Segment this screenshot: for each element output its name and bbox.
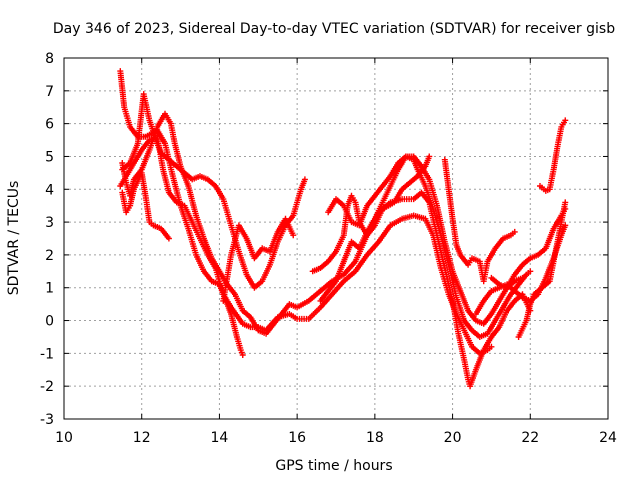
scatter-points	[472, 222, 569, 317]
series-track-2	[117, 133, 495, 357]
y-tick-label: 2	[45, 248, 54, 264]
chart-title: Day 346 of 2023, Sidereal Day-to-day VTE…	[53, 21, 615, 37]
scatter-points	[220, 215, 297, 304]
scatter-points	[117, 133, 495, 357]
series-track-14	[537, 117, 569, 194]
y-tick-label: 4	[45, 182, 54, 198]
x-tick-label: 14	[211, 430, 229, 446]
y-tick-label: 7	[45, 84, 54, 100]
y-tick-label: 5	[45, 149, 54, 165]
scatter-points	[515, 199, 569, 340]
x-axis-label: GPS time / hours	[275, 458, 392, 474]
series-track-9	[317, 153, 526, 327]
x-tick-label: 12	[133, 430, 151, 446]
scatter-points	[119, 169, 172, 242]
y-tick-label: 0	[45, 314, 54, 330]
y-tick-label: -3	[40, 412, 54, 428]
series-track-13	[472, 222, 569, 317]
series-track-4	[119, 169, 172, 242]
y-axis-label: SDTVAR / TECUs	[6, 181, 22, 296]
x-tick-label: 24	[599, 430, 617, 446]
x-tick-label: 20	[444, 430, 462, 446]
scatter-points	[117, 68, 246, 359]
y-tick-label: -2	[40, 379, 54, 395]
plot-frame	[63, 57, 609, 420]
series-track-1	[117, 68, 246, 359]
y-tick-label: -1	[40, 346, 54, 362]
y-tick-label: 8	[45, 51, 54, 67]
scatter-points	[317, 153, 526, 327]
scatter-points	[537, 117, 569, 194]
data-marks	[117, 68, 569, 390]
x-tick-label: 22	[521, 430, 539, 446]
y-tick-label: 6	[45, 117, 54, 133]
series-track-10	[441, 156, 518, 285]
y-tick-label: 1	[45, 281, 54, 297]
x-tick-label: 18	[366, 430, 384, 446]
series-track-6	[220, 215, 297, 304]
series-track-11	[515, 199, 569, 340]
x-tick-label: 10	[55, 430, 73, 446]
y-tick-label: 3	[45, 215, 54, 231]
x-axis: 10 12 14 16 18 20 22 24	[55, 58, 617, 446]
x-tick-label: 16	[288, 430, 306, 446]
scatter-points	[441, 156, 518, 285]
y-axis: -3 -2 -1 0 1 2 3 4 5 6 7 8	[40, 51, 608, 428]
